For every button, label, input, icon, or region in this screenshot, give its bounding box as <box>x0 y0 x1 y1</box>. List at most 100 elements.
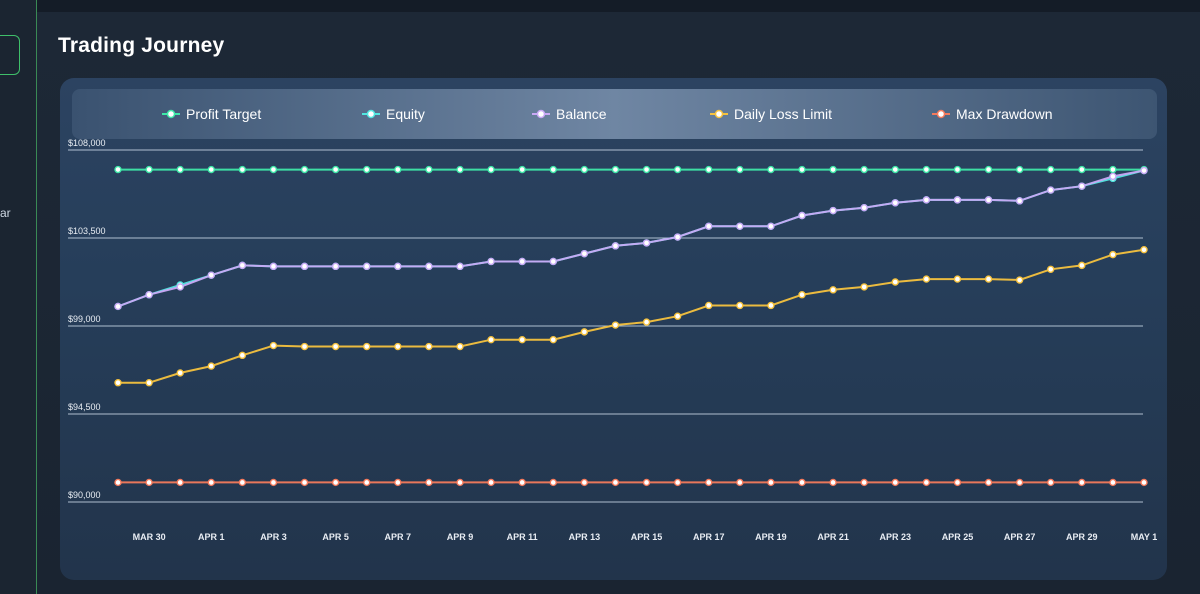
data-point-balance <box>860 203 868 212</box>
data-point-max-drawdown <box>456 478 464 487</box>
data-point-balance <box>953 196 962 204</box>
data-point-max-drawdown <box>145 478 153 487</box>
data-point-max-drawdown <box>487 478 495 487</box>
x-axis-ticks: MAR 30 APR 1 APR 3 APR 5 APR 7 APR 9 APR 11 APR… <box>133 532 1158 542</box>
sidebar-nav-item[interactable] <box>0 35 20 75</box>
data-point-balance <box>176 283 184 291</box>
data-point-max-drawdown <box>331 478 340 487</box>
data-point-profit-target <box>487 165 495 174</box>
data-point-daily-loss-limit <box>1047 265 1055 273</box>
data-point-balance <box>394 262 402 271</box>
data-point-max-drawdown <box>549 478 557 487</box>
x-tick-label: APR 7 <box>385 532 412 542</box>
x-tick-label: APR 13 <box>569 532 601 542</box>
data-point-daily-loss-limit <box>549 335 557 344</box>
data-point-max-drawdown <box>394 478 402 487</box>
data-point-max-drawdown <box>953 478 962 487</box>
data-point-daily-loss-limit <box>736 301 744 310</box>
data-point-daily-loss-limit <box>145 379 153 387</box>
data-point-max-drawdown <box>114 478 122 487</box>
data-point-balance <box>487 257 495 266</box>
data-point-daily-loss-limit <box>611 321 620 329</box>
x-tick-label: APR 25 <box>942 532 974 542</box>
data-point-daily-loss-limit <box>767 301 775 310</box>
x-tick-label: APR 15 <box>631 532 663 542</box>
data-point-profit-target <box>984 165 993 174</box>
data-point-profit-target <box>425 165 433 174</box>
data-point-balance <box>269 262 278 271</box>
x-tick-label: APR 27 <box>1004 532 1036 542</box>
data-point-daily-loss-limit <box>1140 246 1148 254</box>
data-point-profit-target <box>705 165 713 174</box>
series-lines <box>117 168 1145 484</box>
data-point-profit-target <box>829 165 837 174</box>
y-axis-ticks: $90,000 $94,500 $99,000 $103,500 $108,000 <box>68 138 106 500</box>
data-point-max-drawdown <box>798 478 806 487</box>
x-tick-label: APR 21 <box>817 532 849 542</box>
data-point-balance <box>611 242 620 250</box>
data-point-profit-target <box>456 165 464 174</box>
data-point-balance <box>767 222 775 230</box>
data-point-balance <box>798 211 806 220</box>
data-point-max-drawdown <box>1047 478 1055 487</box>
data-point-daily-loss-limit <box>891 278 899 286</box>
data-point-max-drawdown <box>300 478 309 487</box>
data-point-daily-loss-limit <box>331 342 340 351</box>
x-tick-label: APR 1 <box>198 532 225 542</box>
data-point-daily-loss-limit <box>860 283 868 291</box>
legend-label: Profit Target <box>186 106 262 122</box>
data-point-max-drawdown <box>767 478 775 487</box>
data-point-max-drawdown <box>238 478 247 487</box>
data-point-profit-target <box>1078 165 1086 174</box>
data-point-balance <box>549 257 557 266</box>
data-point-daily-loss-limit <box>300 342 309 351</box>
legend-item-balance[interactable]: Balance <box>532 89 607 139</box>
data-point-daily-loss-limit <box>456 342 464 351</box>
data-point-balance <box>673 233 682 241</box>
data-point-balance <box>145 291 153 299</box>
data-point-balance <box>829 206 837 215</box>
data-point-balance <box>1015 197 1024 205</box>
data-point-max-drawdown <box>705 478 713 487</box>
data-point-daily-loss-limit <box>829 286 837 294</box>
data-point-profit-target <box>114 165 122 174</box>
legend-item-daily-loss-limit[interactable]: Daily Loss Limit <box>710 89 832 139</box>
data-point-daily-loss-limit <box>394 342 402 351</box>
legend-item-max-drawdown[interactable]: Max Drawdown <box>932 89 1052 139</box>
data-point-profit-target <box>798 165 806 174</box>
legend-item-profit-target[interactable]: Profit Target <box>162 89 261 139</box>
data-point-max-drawdown <box>1109 478 1117 487</box>
legend-marker-icon <box>162 109 180 119</box>
legend-label: Daily Loss Limit <box>734 106 833 122</box>
data-point-profit-target <box>736 165 744 174</box>
data-point-balance <box>705 222 713 230</box>
x-tick-label: APR 5 <box>322 532 349 542</box>
data-point-daily-loss-limit <box>207 362 215 370</box>
data-point-balance <box>518 257 526 266</box>
data-point-daily-loss-limit <box>487 335 495 344</box>
data-point-profit-target <box>673 165 682 174</box>
data-point-max-drawdown <box>207 478 215 487</box>
data-point-profit-target <box>238 165 247 174</box>
y-tick-label: $103,500 <box>68 226 106 236</box>
x-tick-label: APR 3 <box>260 532 287 542</box>
data-point-balance <box>363 262 371 271</box>
x-tick-label: MAR 30 <box>133 532 166 542</box>
data-point-profit-target <box>1015 165 1024 174</box>
data-point-balance <box>580 249 589 258</box>
data-point-daily-loss-limit <box>363 342 371 351</box>
left-sidebar: ar <box>0 0 37 594</box>
data-point-profit-target <box>891 165 899 174</box>
data-point-profit-target <box>176 165 184 174</box>
data-point-daily-loss-limit <box>798 291 806 299</box>
data-point-balance <box>114 302 122 311</box>
x-tick-label: APR 9 <box>447 532 474 542</box>
data-point-profit-target <box>269 165 278 174</box>
data-point-max-drawdown <box>580 478 589 487</box>
data-point-max-drawdown <box>1140 478 1148 487</box>
data-point-daily-loss-limit <box>705 301 713 310</box>
data-point-max-drawdown <box>984 478 993 487</box>
legend-item-equity[interactable]: Equity <box>362 89 425 139</box>
data-point-max-drawdown <box>673 478 682 487</box>
